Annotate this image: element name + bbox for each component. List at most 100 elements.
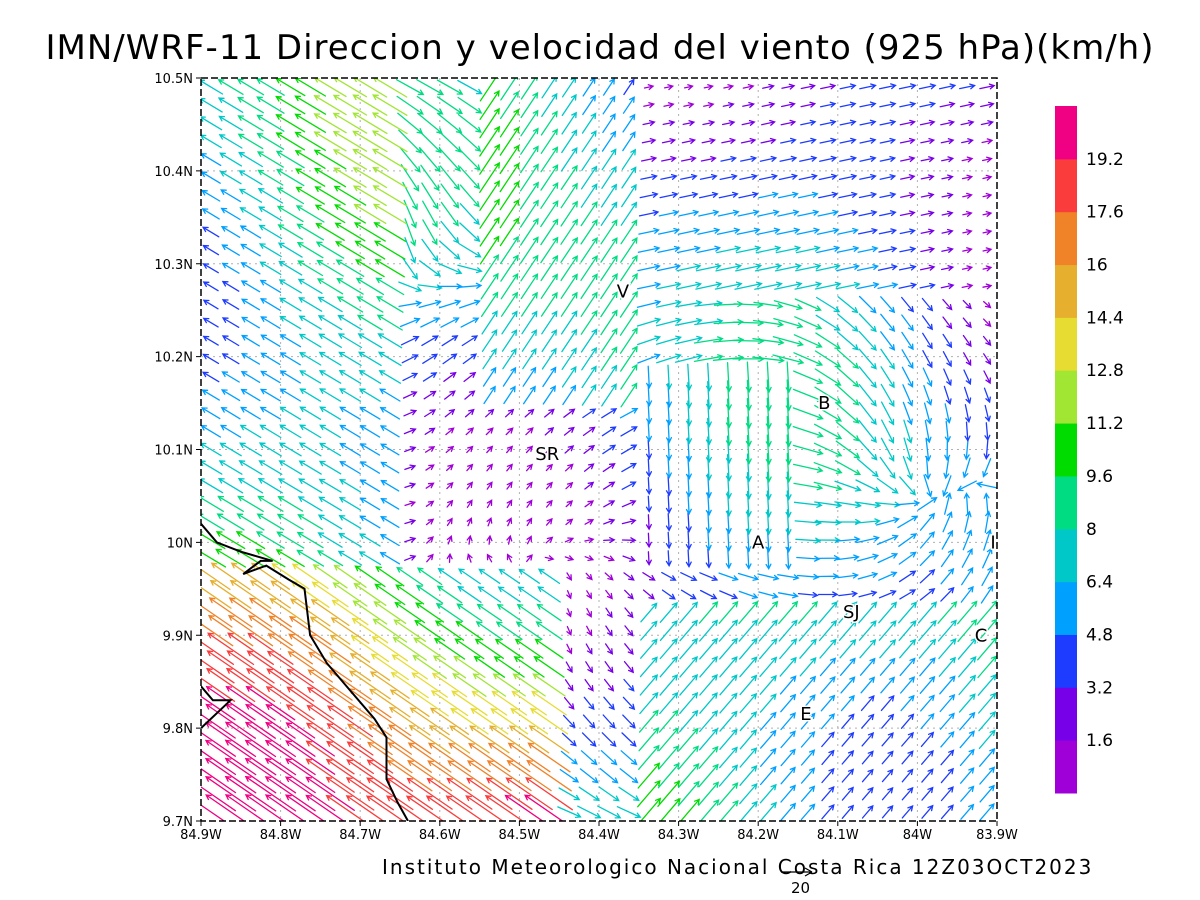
wind-arrow [699, 692, 718, 714]
wind-arrow [275, 549, 305, 568]
wind-arrow [566, 572, 573, 581]
colorbar-segment [1055, 106, 1077, 160]
wind-arrow [380, 443, 400, 456]
wind-arrow [298, 460, 322, 475]
wind-arrow [347, 705, 393, 737]
wind-arrow [618, 786, 640, 802]
wind-arrow [239, 424, 262, 439]
wind-arrow [480, 254, 500, 283]
wind-arrow [347, 723, 393, 756]
wind-arrow [939, 101, 956, 108]
wind-arrow [680, 173, 698, 180]
wind-arrow [780, 101, 796, 108]
wind-arrow [248, 597, 292, 628]
wind-arrow [940, 730, 955, 748]
wind-arrow [603, 518, 616, 525]
wind-arrow [565, 661, 573, 674]
wind-arrow [620, 345, 638, 372]
y-tick-label: 9.8N [163, 722, 193, 737]
wind-arrow [739, 747, 758, 768]
wind-arrow [526, 517, 533, 527]
wind-arrow [421, 238, 439, 263]
colorbar-label: 4.8 [1086, 625, 1113, 645]
wind-arrow [678, 745, 699, 770]
y-tick-label: 10.1N [154, 444, 193, 459]
wind-arrow [921, 749, 934, 765]
wind-arrow [470, 708, 509, 735]
wind-arrow [765, 361, 772, 394]
wind-arrow [520, 127, 539, 155]
wind-arrow [661, 155, 677, 162]
wind-arrow [958, 656, 977, 678]
wind-arrow [742, 101, 756, 108]
wind-arrow [774, 281, 803, 290]
colorbar-label: 12.8 [1086, 361, 1124, 381]
wind-arrow [487, 742, 531, 773]
wind-vectors [201, 78, 997, 821]
wind-arrow [839, 83, 857, 90]
wind-arrow [333, 167, 367, 188]
wind-arrow [696, 245, 722, 254]
wind-arrow [785, 547, 792, 571]
wind-arrow [440, 201, 459, 227]
wind-arrow [483, 385, 496, 405]
wind-arrow [637, 335, 662, 346]
wind-arrow [836, 245, 860, 253]
wind-arrow [286, 686, 335, 720]
wind-arrow [457, 113, 482, 133]
wind-arrow [466, 499, 473, 508]
wind-arrow [441, 335, 459, 347]
wind-arrow [881, 786, 894, 801]
colorbar-segment [1055, 264, 1077, 318]
wind-arrow [358, 388, 381, 402]
wind-arrow [540, 236, 559, 264]
wind-arrow [351, 617, 389, 644]
wind-arrow [286, 668, 334, 702]
coastline [201, 523, 409, 821]
wind-arrow [956, 480, 977, 492]
wind-arrow [836, 366, 860, 388]
wind-arrow [440, 183, 460, 209]
wind-arrow [738, 619, 759, 642]
wind-arrow [719, 173, 738, 181]
wind-arrow [680, 589, 697, 600]
wind-arrow [639, 191, 659, 199]
wind-arrow [958, 674, 977, 696]
wind-arrow [278, 260, 303, 276]
wind-arrow [944, 420, 951, 443]
wind-arrow [511, 690, 547, 716]
wind-arrow [658, 745, 680, 770]
wind-arrow [563, 426, 575, 436]
wind-arrow [278, 279, 302, 294]
wind-arrow [201, 208, 220, 220]
wind-arrow [793, 501, 823, 508]
wind-arrow [754, 281, 783, 290]
wind-arrow [721, 120, 736, 126]
wind-arrow [795, 245, 821, 254]
wind-arrow [500, 291, 519, 317]
wind-arrow [338, 351, 362, 367]
wind-arrow [982, 335, 992, 347]
wind-arrow [201, 659, 235, 684]
wind-arrow [424, 446, 436, 453]
wind-arrow [838, 191, 858, 199]
x-tick-label: 84.5W [498, 828, 540, 843]
wind-arrow [244, 757, 297, 794]
wind-arrow [600, 219, 618, 245]
wind-arrow [201, 604, 233, 628]
wind-arrow [982, 210, 993, 217]
wind-arrow [224, 757, 277, 794]
wind-arrow [402, 391, 418, 399]
wind-arrow [478, 568, 501, 584]
wind-arrow [506, 499, 513, 509]
wind-arrow [444, 408, 456, 418]
wind-arrow [289, 598, 331, 627]
wind-arrow [446, 463, 454, 472]
wind-arrow [761, 101, 776, 108]
wind-arrow [276, 513, 304, 531]
wind-arrow [221, 299, 240, 310]
wind-arrow [255, 531, 285, 549]
wind-arrow [412, 654, 447, 679]
reference-vector-label: 20 [791, 879, 811, 897]
